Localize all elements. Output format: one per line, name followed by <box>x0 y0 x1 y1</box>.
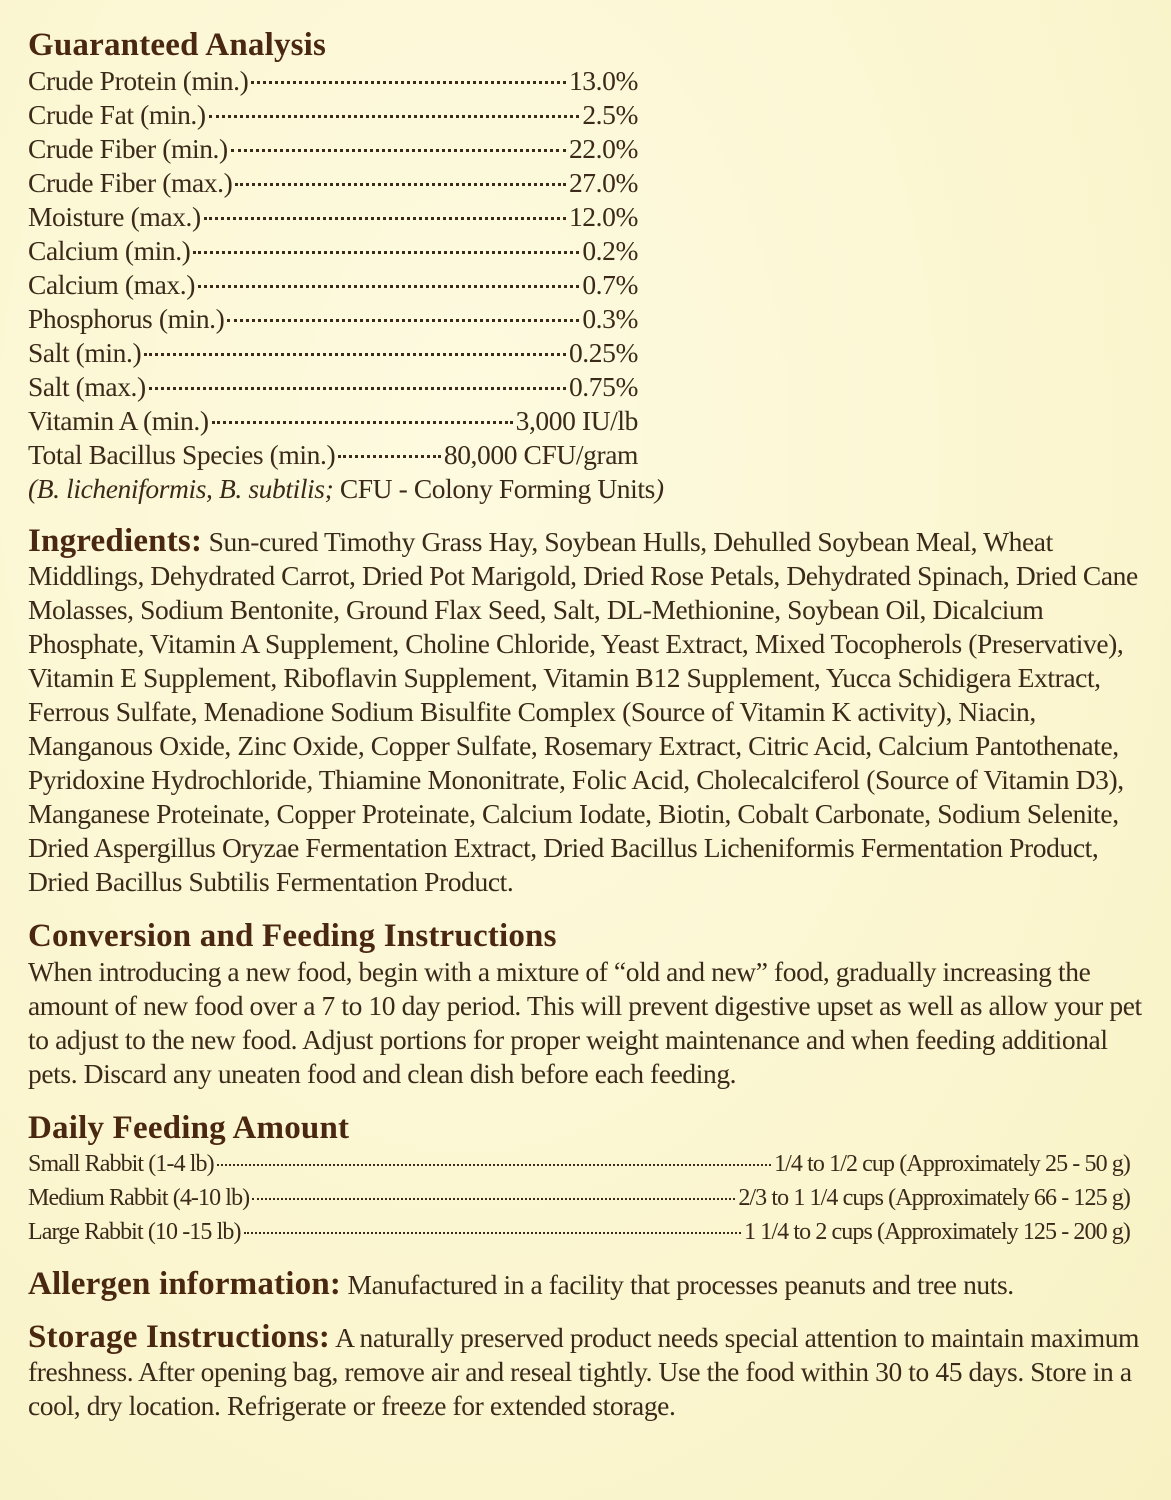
dot-leader <box>338 455 441 458</box>
leader-row: Total Bacillus Species (min.) 80,000 CFU/… <box>28 438 638 472</box>
row-value: 27.0% <box>568 167 638 198</box>
leader-row: Small Rabbit (1-4 lb) 1/4 to 1/2 cup (App… <box>28 1147 1131 1181</box>
row-value: 0.7% <box>582 269 638 300</box>
dot-leader <box>216 1164 772 1166</box>
row-value: 0.75% <box>568 371 638 402</box>
section-title: Conversion and Feeding Instructions <box>28 918 557 954</box>
leader-row: Vitamin A (min.) 3,000 IU/lb <box>28 404 638 438</box>
section-heading: Allergen information: <box>28 1266 342 1302</box>
conversion: Conversion and Feeding Instructions When… <box>28 917 1143 1091</box>
leader-row: Phosphorus (min.) 0.3% <box>28 302 638 336</box>
label-panel: Guaranteed Analysis Crude Protein (min.)… <box>28 26 1143 1441</box>
dot-leader <box>252 1198 736 1200</box>
row-value: 22.0% <box>568 133 638 164</box>
dot-leader <box>198 285 580 288</box>
ingredients-text: Ingredients: Sun-cured Timothy Grass Hay… <box>28 524 1143 899</box>
leader-row: Salt (min.) 0.25% <box>28 336 638 370</box>
dot-leader <box>144 353 566 356</box>
row-value: 2.5% <box>582 99 638 130</box>
storage-text: Storage Instructions: A naturally preser… <box>28 1320 1143 1423</box>
dot-leader <box>208 115 580 118</box>
section-title: Guaranteed Analysis <box>28 27 327 63</box>
row-label: Total Bacillus Species (min.) <box>28 439 336 470</box>
row-value: 13.0% <box>568 65 638 96</box>
note-part: CFU - Colony Forming Units <box>339 473 655 504</box>
row-label: Crude Fat (min.) <box>28 99 206 130</box>
dot-leader <box>230 149 566 152</box>
section-heading: Ingredients: <box>28 523 203 559</box>
section-title: Daily Feeding Amount <box>28 1110 350 1146</box>
leader-row: Crude Fiber (max.) 27.0% <box>28 166 638 200</box>
leader-row: Crude Fat (min.) 2.5% <box>28 98 638 132</box>
leader-row: Large Rabbit (10 -15 lb) 1 1/4 to 2 cups … <box>28 1215 1131 1249</box>
row-label: Moisture (max.) <box>28 201 201 232</box>
analysis-rows: Crude Protein (min.) 13.0% Crude Fat (min.… <box>28 64 1143 472</box>
body-text: When introducing a new food, begin with … <box>28 956 1142 1089</box>
body-text: A naturally preserved product needs spec… <box>28 1322 1140 1421</box>
allergen: Allergen information: Manufactured in a … <box>28 1267 1143 1302</box>
guaranteed-analysis: Guaranteed Analysis Crude Protein (min.)… <box>28 26 1143 506</box>
row-value: 0.2% <box>582 235 638 266</box>
row-value: 0.3% <box>582 303 638 334</box>
body-text: Sun-cured Timothy Grass Hay, Soybean Hul… <box>28 526 1138 897</box>
note-part: ) <box>654 473 664 504</box>
row-label: Salt (min.) <box>28 337 142 368</box>
row-value: 1 1/4 to 2 cups (Approximately 125 - 200… <box>744 1219 1131 1245</box>
row-value: 80,000 CFU/gram <box>443 439 639 470</box>
leader-row: Moisture (max.) 12.0% <box>28 200 638 234</box>
row-label: Vitamin A (min.) <box>28 405 209 436</box>
note-part: (B. licheniformis, B. subtilis; <box>28 473 334 504</box>
leader-row: Salt (max.) 0.75% <box>28 370 638 404</box>
allergen-text: Allergen information: Manufactured in a … <box>28 1267 1143 1302</box>
row-label: Phosphorus (min.) <box>28 303 225 334</box>
row-label: Crude Protein (min.) <box>28 65 249 96</box>
row-label: Medium Rabbit (4-10 lb) <box>28 1185 250 1211</box>
row-value: 12.0% <box>568 201 638 232</box>
analysis-note: (B. licheniformis, B. subtilis; CFU - Co… <box>28 472 1143 506</box>
leader-row: Calcium (max.) 0.7% <box>28 268 638 302</box>
feeding: Daily Feeding Amount Small Rabbit (1-4 l… <box>28 1109 1143 1249</box>
dot-leader <box>193 251 580 254</box>
row-label: Large Rabbit (10 -15 lb) <box>28 1219 241 1245</box>
leader-row: Crude Protein (min.) 13.0% <box>28 64 638 98</box>
row-label: Crude Fiber (max.) <box>28 167 233 198</box>
row-label: Salt (max.) <box>28 371 146 402</box>
body-text: Manufactured in a facility that processe… <box>347 1269 1015 1300</box>
row-label: Crude Fiber (min.) <box>28 133 228 164</box>
dot-leader <box>227 319 580 322</box>
row-value: 1/4 to 1/2 cup (Approximately 25 - 50 g) <box>774 1151 1131 1177</box>
row-label: Calcium (max.) <box>28 269 195 300</box>
ingredients: Ingredients: Sun-cured Timothy Grass Hay… <box>28 524 1143 899</box>
dot-leader <box>235 183 566 186</box>
storage: Storage Instructions: A naturally preser… <box>28 1320 1143 1423</box>
row-label: Calcium (min.) <box>28 235 191 266</box>
dot-leader <box>203 217 566 220</box>
row-value: 2/3 to 1 1/4 cups (Approximately 66 - 12… <box>738 1185 1131 1211</box>
leader-row: Medium Rabbit (4-10 lb) 2/3 to 1 1/4 cups… <box>28 1181 1131 1215</box>
dot-leader <box>243 1232 742 1234</box>
row-value: 3,000 IU/lb <box>515 405 639 436</box>
leader-row: Calcium (min.) 0.2% <box>28 234 638 268</box>
dot-leader <box>251 81 566 84</box>
row-label: Small Rabbit (1-4 lb) <box>28 1151 215 1177</box>
leader-row: Crude Fiber (min.) 22.0% <box>28 132 638 166</box>
section-heading: Storage Instructions: <box>28 1319 331 1355</box>
feeding-rows: Small Rabbit (1-4 lb) 1/4 to 1/2 cup (App… <box>28 1147 1143 1249</box>
dot-leader <box>211 421 513 424</box>
dot-leader <box>148 387 566 390</box>
row-value: 0.25% <box>568 337 638 368</box>
